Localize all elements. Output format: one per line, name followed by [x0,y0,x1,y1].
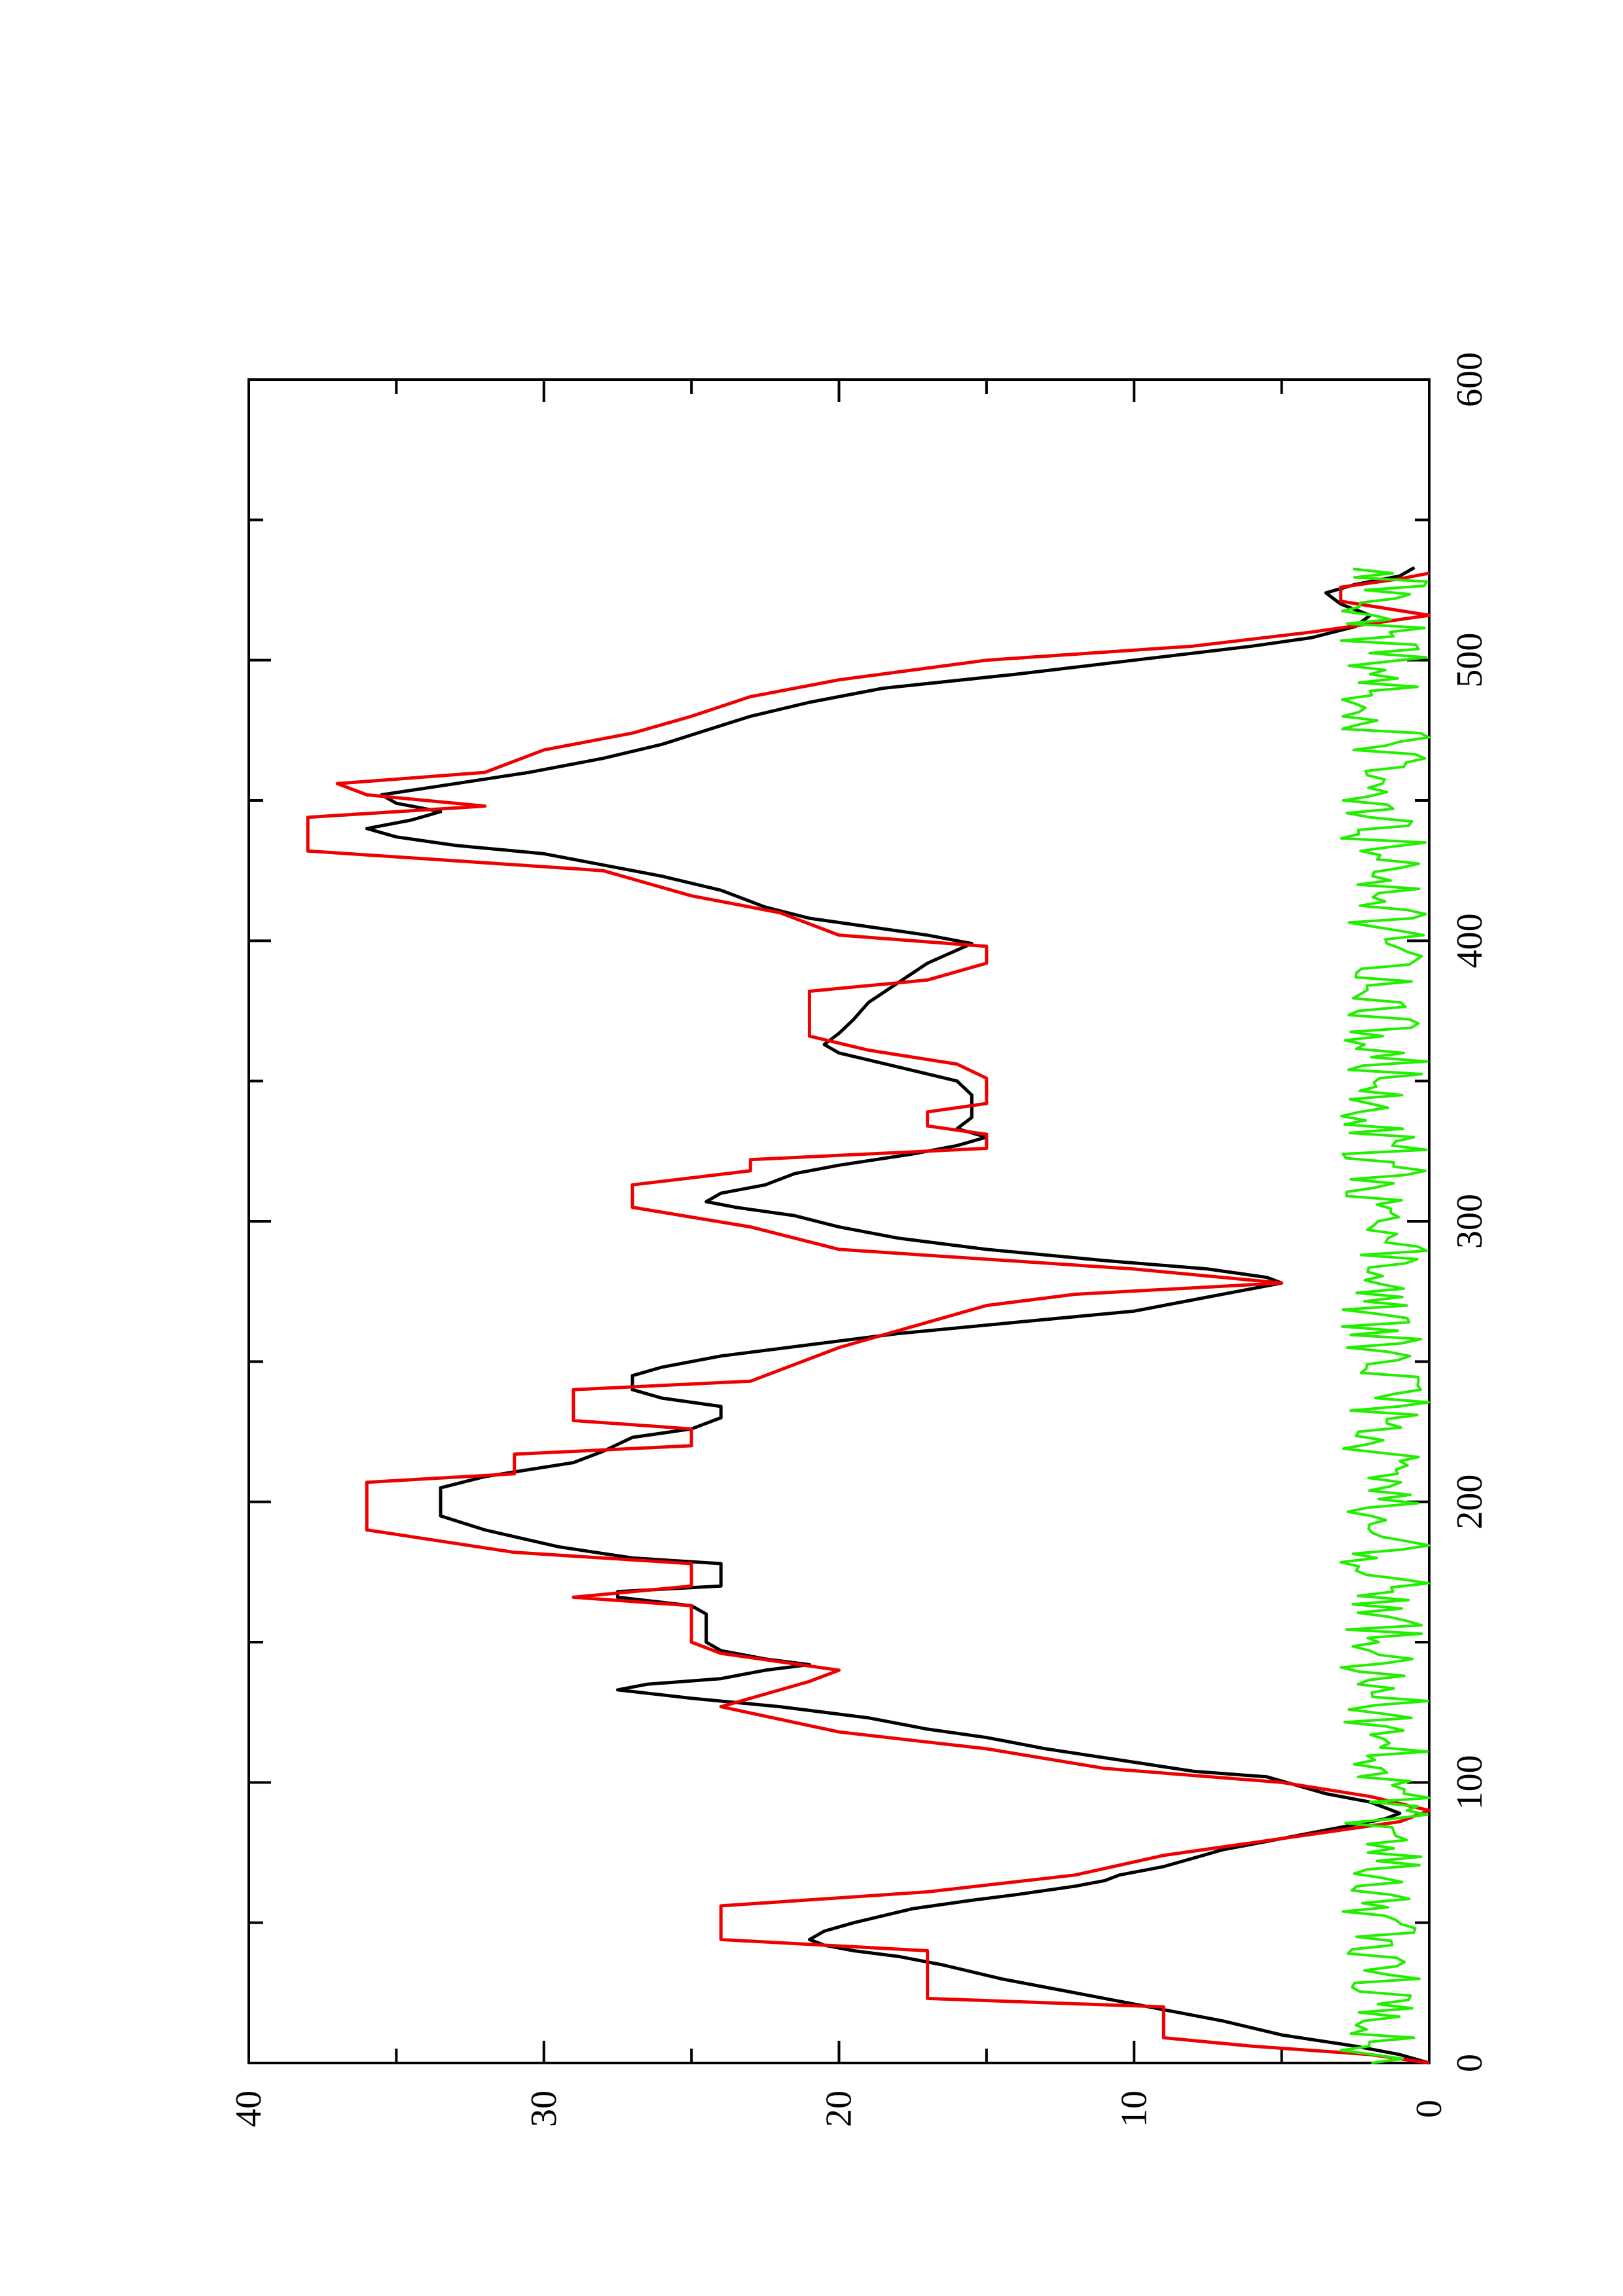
y-tick-label: 40 [228,2090,269,2127]
x-tick-label: 600 [1450,352,1490,407]
x-tick-label: 400 [1450,913,1490,968]
series-layer [306,566,1431,2065]
y-tick-label: 30 [524,2090,564,2127]
y-tick-label: 10 [1114,2090,1154,2127]
y-tick-label: 20 [819,2090,860,2127]
x-tick-label: 100 [1450,1755,1490,1810]
series-line-green [1340,567,1431,2064]
y-tick-label: 0 [1409,2100,1450,2118]
x-tick-label: 0 [1450,2054,1490,2072]
x-tick-label: 500 [1450,633,1490,688]
series-line-black [365,566,1430,2065]
x-tick-label: 300 [1450,1194,1490,1249]
plot-area: 0 100 200 300 400 500 600 0 10 20 30 40 [228,352,1490,2127]
labels-layer: 0 100 200 300 400 500 600 0 10 20 30 40 [228,352,1490,2127]
plot-frame [247,378,1431,2064]
x-tick-label: 200 [1450,1475,1490,1530]
ticks-layer [247,378,1431,2064]
series-line-red [306,571,1431,2065]
